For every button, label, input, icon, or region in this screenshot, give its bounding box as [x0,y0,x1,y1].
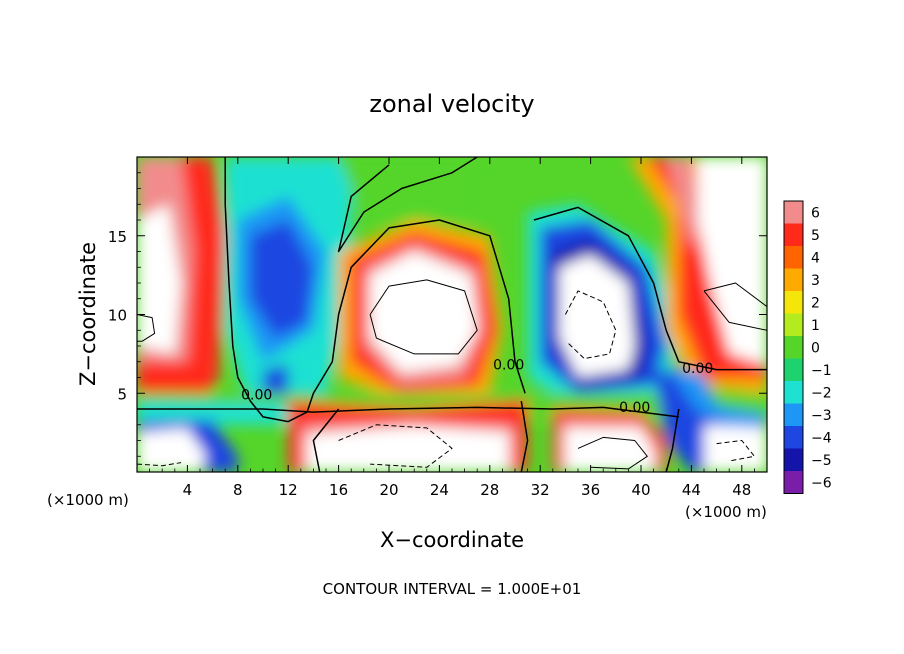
field-region [370,251,478,373]
colorbar-label: −2 [811,385,832,401]
colorbar-swatch [784,291,803,314]
contour-lines [137,157,767,472]
colorbar-label: 1 [811,318,820,334]
field-region [704,424,767,472]
y-axis-label: Z−coordinate [76,242,100,386]
contour-line [665,408,680,472]
field-region [559,254,635,378]
contour-line [577,436,648,470]
x-tick-label: 28 [480,481,499,499]
contour-interval-note: CONTOUR INTERVAL = 1.000E+01 [323,580,582,598]
x-axis: 4 8 12 16 20 24 28 32 36 40 44 48 [149,157,755,499]
field-region [666,157,704,252]
colorbar-label: 0 [811,340,820,356]
contour-label: 0.00 [619,400,650,416]
field-region [307,426,509,472]
contour-line [520,400,529,472]
colorbar-swatch [784,336,803,359]
contour-line [337,157,478,253]
colorbar-label: 5 [811,228,820,244]
colorbar-swatch [784,223,803,246]
field-region [137,427,207,472]
colorbar-label: 4 [811,250,820,266]
colorbar-label: 2 [811,295,820,311]
contour-label: 0.00 [493,358,524,374]
x-tick-label: 48 [732,481,751,499]
colorbar-swatch [784,426,803,449]
colorbar-label: −4 [811,430,832,446]
chart-title: zonal velocity [369,90,534,118]
colorbar-frame [783,200,804,494]
field-region [565,427,654,472]
x-tick-label: 8 [233,481,243,499]
x-tick-label: 20 [379,481,398,499]
colorbar-swatch [784,358,803,381]
contour-line [312,408,340,472]
colorbar-swatch [784,313,803,336]
contour-line [338,424,453,468]
colorbar-label: −1 [811,363,832,379]
field-region [250,220,314,339]
y-tick-label: 15 [108,228,127,246]
y-tick-label: 10 [108,307,127,325]
x-tick-label: 12 [279,481,298,499]
field-region [666,364,767,432]
colorbar-swatch [784,471,803,494]
contour-line [533,206,767,371]
contour-line [137,314,156,342]
plot-area [137,157,767,472]
x-unit-right: (×1000 m) [685,503,767,521]
x-unit-left: (×1000 m) [47,491,129,509]
colorbar-swatch [784,268,803,291]
contour-label: 0.00 [241,388,272,404]
colorbar-swatch [784,201,803,224]
contour-line [703,282,767,331]
colorbar-swatch [784,403,803,426]
contour-line [369,279,478,355]
x-tick-label: 36 [581,481,600,499]
x-tick-label: 40 [631,481,650,499]
colorbar-swatch [784,246,803,269]
colorbar-label: −3 [811,408,832,424]
field-region [697,157,767,365]
colorbar-label: −6 [811,475,832,491]
contour-line [564,290,617,360]
x-tick-label: 16 [329,481,348,499]
x-tick-label: 32 [531,481,550,499]
velocity-field [137,157,767,472]
contour-label: 0.00 [682,361,713,377]
y-tick-label: 5 [117,385,127,403]
contour-label-group: 0.00 0.00 0.00 0.00 [241,358,713,417]
contour-line [224,157,526,423]
y-axis: 5 10 15 [108,172,767,457]
contour-line [716,440,755,462]
x-tick-label: 24 [430,481,449,499]
x-axis-label: X−coordinate [380,528,524,552]
colorbar-label: 6 [811,205,820,221]
colorbar-swatch [784,448,803,471]
colorbar-label: −5 [811,453,832,469]
x-tick-label: 44 [682,481,701,499]
contour-line [137,406,679,418]
colorbar: 6 5 4 3 2 1 0 −1 −2 −3 −4 −5 −6 [783,200,832,494]
x-tick-label: 4 [183,481,193,499]
contour-line [137,462,182,467]
colorbar-swatch [784,381,803,404]
field-region [137,401,326,425]
colorbar-label: 3 [811,273,820,289]
